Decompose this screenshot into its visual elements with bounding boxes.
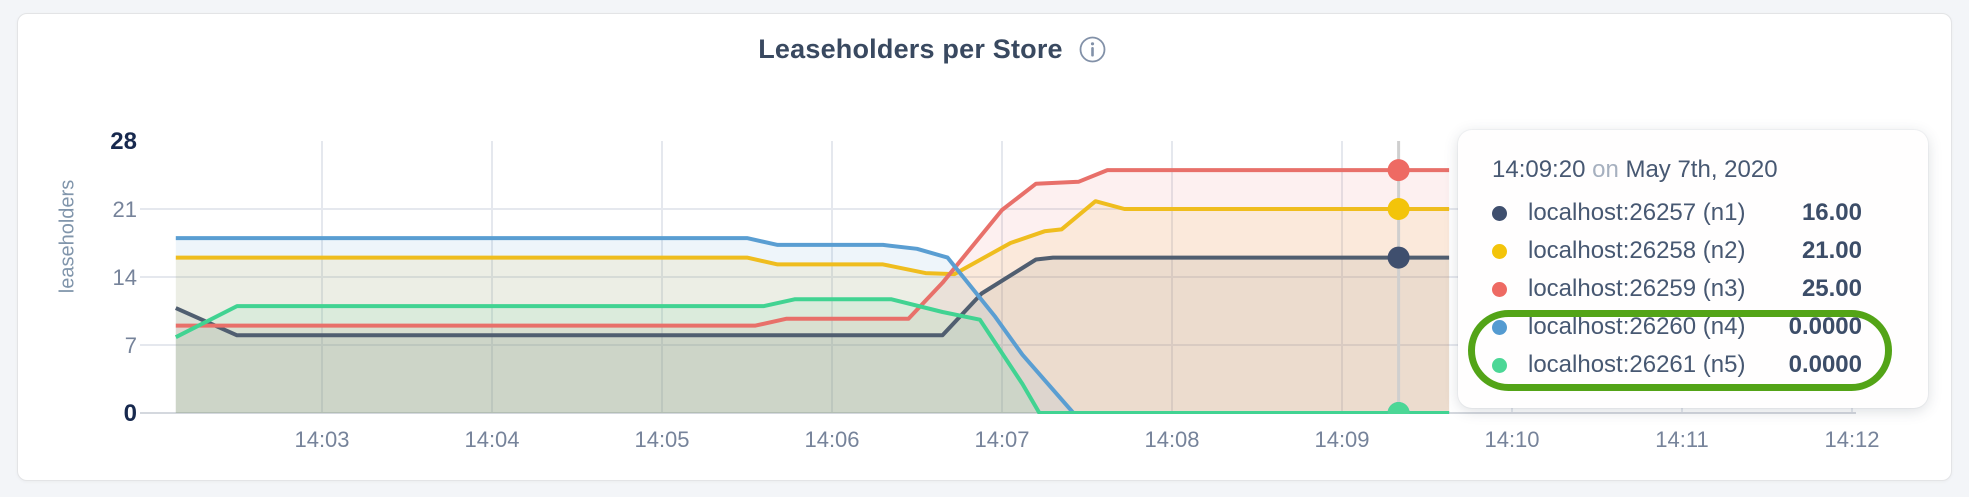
chart-title: Leaseholders per Store [758, 33, 1063, 64]
series-value: 0.0000 [1788, 351, 1862, 378]
series-line-localhost:26259 (n3) [175, 168, 1450, 328]
tooltip-row: localhost:26258 (n2) 21.00 [1492, 232, 1894, 270]
series-color-dot [1492, 205, 1507, 221]
tooltip-row: localhost:26257 (n1) 16.00 [1492, 194, 1894, 232]
x-tick-label: 14:12 [1824, 427, 1879, 452]
series-color-dot [1492, 243, 1507, 259]
x-tick-label: 14:09 [1314, 427, 1369, 452]
hover-dot [1387, 246, 1410, 269]
hover-dot [1387, 159, 1410, 182]
series-line-localhost:26258 (n2) [175, 199, 1450, 277]
y-tick-label: 0 [124, 400, 137, 427]
x-tick-label: 14:03 [294, 427, 349, 452]
x-tick-label: 14:10 [1484, 427, 1539, 452]
series-area-localhost:26259 (n3) [175, 170, 1450, 413]
info-icon[interactable] [1079, 36, 1106, 63]
hover-tooltip: 14:09:20 on May 7th, 2020 localhost:2625… [1458, 130, 1928, 408]
x-tick-label: 14:07 [974, 427, 1029, 452]
x-tick-label: 14:04 [464, 427, 519, 452]
tooltip-row: localhost:26260 (n4) 0.0000 [1492, 308, 1894, 346]
series-value: 25.00 [1801, 275, 1862, 302]
series-area-localhost:26260 (n4) [175, 238, 1450, 413]
series-label: localhost:26258 (n2) [1528, 237, 1746, 264]
tooltip-timestamp: 14:09:20 on May 7th, 2020 [1492, 156, 1778, 183]
series-value: 0.0000 [1788, 313, 1862, 340]
hover-dot [1387, 198, 1410, 220]
chart-header: Leaseholders per Store [17, 32, 1847, 66]
y-tick-label: 21 [113, 197, 137, 222]
series-line-localhost:26257 (n1) [174, 255, 1450, 338]
tooltip-row: localhost:26259 (n3) 25.00 [1492, 270, 1894, 308]
y-tick-label: 14 [113, 265, 137, 290]
y-tick-label: 7 [125, 333, 137, 358]
series-label: localhost:26261 (n5) [1528, 351, 1746, 378]
hover-dot [1387, 402, 1410, 414]
series-color-dot [1492, 281, 1507, 297]
x-tick-label: 14:05 [634, 427, 689, 452]
series-label: localhost:26260 (n4) [1528, 313, 1746, 340]
series-area-localhost:26261 (n5) [175, 299, 1450, 413]
tooltip-row: localhost:26261 (n5) 0.0000 [1492, 346, 1894, 384]
series-label: localhost:26259 (n3) [1528, 275, 1746, 302]
series-line-localhost:26261 (n5) [174, 297, 1450, 414]
y-tick-label: 28 [110, 128, 137, 155]
series-area-localhost:26258 (n2) [175, 201, 1450, 413]
series-color-dot [1492, 357, 1507, 373]
x-tick-label: 14:11 [1655, 427, 1708, 452]
x-tick-label: 14:08 [1144, 427, 1199, 452]
series-color-dot [1492, 319, 1507, 335]
series-value: 21.00 [1801, 237, 1862, 264]
series-line-localhost:26260 (n4) [175, 236, 1450, 414]
series-label: localhost:26257 (n1) [1528, 199, 1746, 226]
series-value: 16.00 [1801, 199, 1862, 226]
x-tick-label: 14:06 [804, 427, 859, 452]
